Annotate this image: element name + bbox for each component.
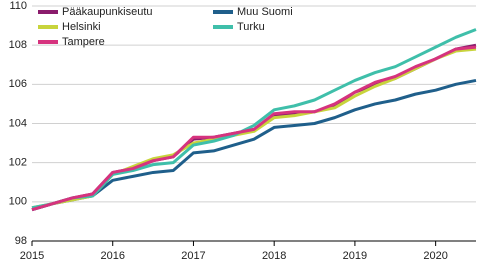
x-tick-label: 2020 (423, 250, 447, 262)
series-line (31, 28, 477, 210)
y-tick-label: 104 (9, 117, 27, 129)
x-tick-label: 2017 (181, 250, 205, 262)
y-tick-label: 102 (9, 157, 27, 169)
x-tick-label: 2016 (100, 250, 124, 262)
series-line (31, 45, 477, 212)
y-tick-label: 100 (9, 196, 27, 208)
x-tick-label: 2015 (20, 250, 44, 262)
series-line (31, 78, 477, 212)
x-tick-label: 2018 (262, 250, 286, 262)
y-tick-label: 106 (9, 78, 27, 90)
legend-label: Helsinki (62, 21, 101, 33)
legend-label: Tampere (62, 36, 105, 48)
y-tick-label: 98 (15, 235, 27, 247)
x-tick-label: 2019 (343, 250, 367, 262)
y-tick-label: 108 (9, 39, 27, 51)
legend-label: Pääkaupunkiseutu (62, 6, 153, 18)
y-tick-label: 110 (9, 0, 27, 12)
legend-label: Turku (237, 21, 265, 33)
legend-label: Muu Suomi (237, 6, 293, 18)
